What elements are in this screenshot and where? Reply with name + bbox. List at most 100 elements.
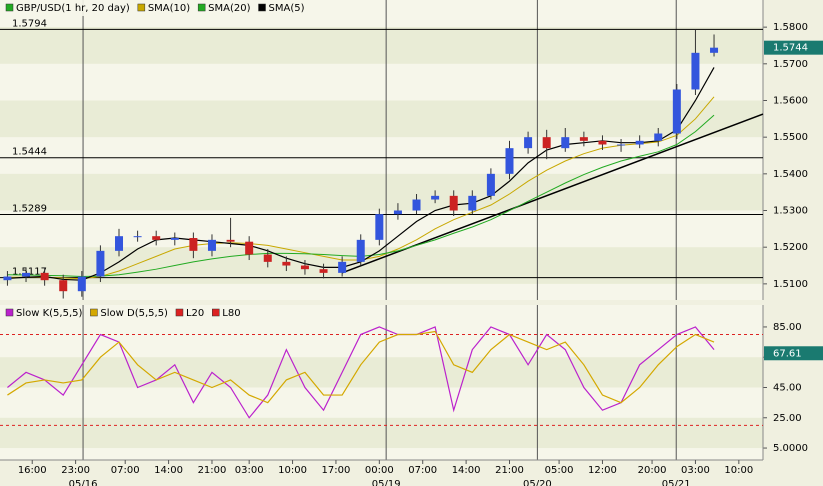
x-tick-label: 21:00 <box>198 465 227 476</box>
legend-swatch <box>90 308 98 317</box>
value-badge-label: 67.61 <box>773 348 802 359</box>
x-tick-label: 17:00 <box>322 465 351 476</box>
x-tick-label: 07:00 <box>408 465 437 476</box>
band <box>0 357 763 388</box>
candle-body <box>672 89 681 134</box>
y-tick-label: 1.5600 <box>773 95 808 106</box>
value-badge <box>764 346 823 361</box>
legend-swatch <box>175 308 184 317</box>
candle-body <box>338 261 347 273</box>
candle-body <box>3 276 12 281</box>
y-tick-label: 45.00 <box>773 382 802 393</box>
day-label: 05/20 <box>523 479 552 486</box>
candle-body <box>598 140 607 145</box>
candle-body <box>654 133 663 141</box>
candle-body <box>412 199 421 211</box>
legend-bg <box>0 0 300 16</box>
legend-swatch <box>197 3 206 12</box>
candle-body <box>207 239 216 251</box>
candle-body <box>356 239 365 262</box>
candle-body <box>115 236 124 251</box>
y-tick-label: 1.5200 <box>773 242 808 253</box>
indicator-line <box>7 326 715 419</box>
legend-swatch <box>258 3 266 12</box>
y-tick-label: 1.5400 <box>773 169 808 180</box>
band <box>0 417 763 449</box>
x-tick-label: 14:00 <box>154 465 183 476</box>
level-label: 1.5444 <box>12 147 47 158</box>
x-tick-label: 00:00 <box>365 465 394 476</box>
value-badge <box>764 40 823 55</box>
legend-label: SMA(10) <box>148 3 190 14</box>
candle-body <box>189 238 198 251</box>
x-tick-label: 07:00 <box>111 465 140 476</box>
candle-body <box>282 261 291 266</box>
indicator-line <box>7 330 715 404</box>
legend-swatch <box>212 308 220 317</box>
x-tick-label: 23:00 <box>61 465 90 476</box>
candle-body <box>505 148 514 174</box>
candle-body <box>22 272 31 277</box>
day-label: 05/19 <box>372 479 401 486</box>
candle-body <box>319 269 328 273</box>
legend-swatch <box>5 3 14 12</box>
candle-body <box>245 241 254 255</box>
candle-body <box>542 137 551 149</box>
level-label: 1.5117 <box>12 267 47 278</box>
y-tick-label: 1.5500 <box>773 132 808 143</box>
candle-body <box>152 236 161 240</box>
candle-body <box>300 265 309 270</box>
candle-body <box>449 195 458 211</box>
x-tick-label: 10:00 <box>278 465 307 476</box>
y-tick-label: 1.5100 <box>773 279 808 290</box>
day-label: 05/21 <box>662 479 691 486</box>
candle-body <box>710 47 719 53</box>
y-tick-label: 1.5300 <box>773 206 808 217</box>
candle-body <box>170 238 179 240</box>
candle-body <box>524 137 533 149</box>
day-label: 05/16 <box>69 479 98 486</box>
candle-body <box>691 52 700 90</box>
candle-body <box>486 173 495 196</box>
y-tick-label: 5.0000 <box>773 443 808 454</box>
x-tick-label: 14:00 <box>452 465 481 476</box>
candle-body <box>59 280 68 292</box>
candle-body <box>77 276 86 292</box>
x-tick-label: 10:00 <box>724 465 753 476</box>
legend-label: SMA(20) <box>208 3 250 14</box>
legend-label: SMA(5) <box>269 3 305 14</box>
candle-body <box>561 137 570 149</box>
level-label: 1.5794 <box>12 18 47 29</box>
legend-label: L20 <box>186 308 204 319</box>
x-tick-label: 21:00 <box>495 465 524 476</box>
legend-label: L80 <box>222 308 240 319</box>
legend-label: GBP/USD(1 hr, 20 day) <box>16 3 130 14</box>
candle-body <box>263 254 272 262</box>
candle-body <box>393 210 402 215</box>
candle-body <box>40 272 49 281</box>
band <box>0 173 763 211</box>
candle-body <box>226 239 235 242</box>
x-tick-label: 05:00 <box>545 465 574 476</box>
legend-swatch <box>137 3 146 12</box>
band <box>0 247 763 284</box>
y-tick-label: 25.00 <box>773 413 802 424</box>
y-tick-label: 1.5700 <box>773 59 808 70</box>
candle-body <box>468 195 477 211</box>
value-badge-label: 1.5744 <box>773 43 808 54</box>
band <box>0 27 763 64</box>
x-tick-label: 16:00 <box>18 465 47 476</box>
x-tick-label: 03:00 <box>681 465 710 476</box>
candle-body <box>96 250 105 277</box>
legend-label: Slow K(5,5,5) <box>16 308 83 319</box>
candle-body <box>635 140 644 145</box>
candle-body <box>579 137 588 141</box>
y-tick-label: 85.00 <box>773 322 802 333</box>
x-tick-label: 12:00 <box>588 465 617 476</box>
x-tick-label: 20:00 <box>638 465 667 476</box>
x-tick-label: 03:00 <box>235 465 264 476</box>
candle-body <box>617 144 626 146</box>
y-tick-label: 1.5800 <box>773 22 808 33</box>
candle-body <box>431 195 440 200</box>
